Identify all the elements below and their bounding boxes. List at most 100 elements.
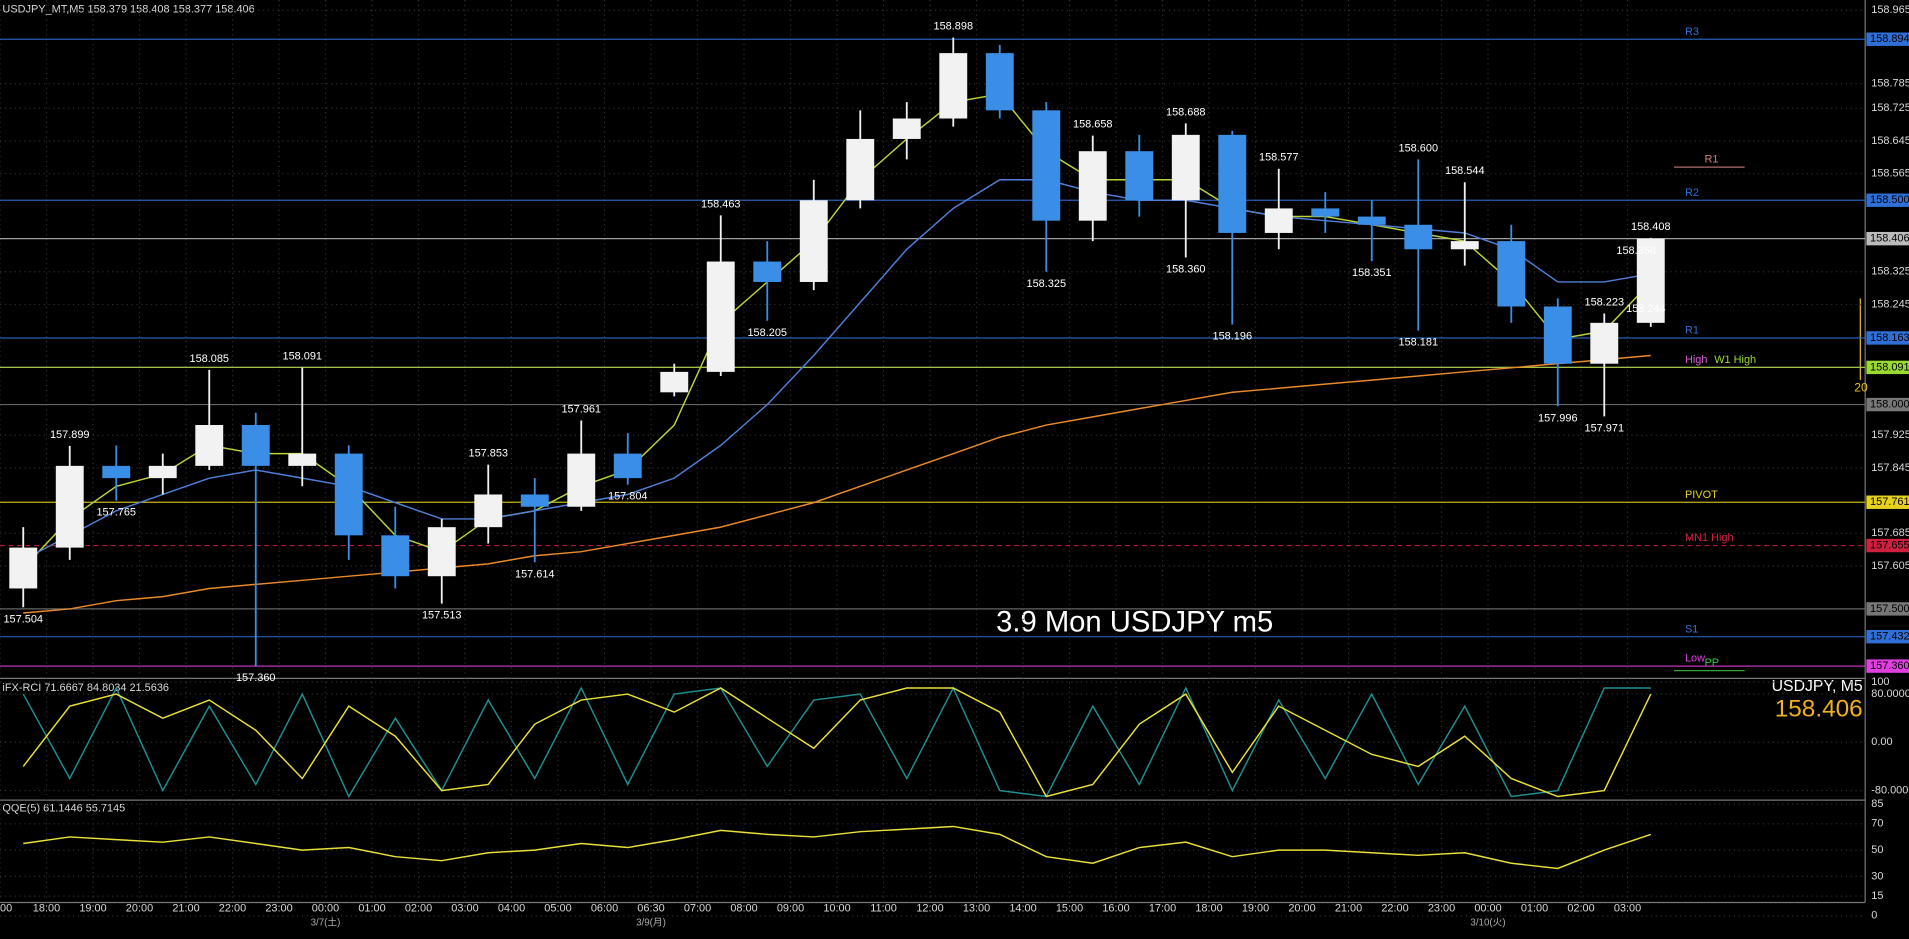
axis-price-box <box>1866 231 1909 246</box>
x-tick-label: 22:00 <box>1381 902 1408 914</box>
axis-price-label: 158.894 <box>1870 33 1909 45</box>
indicator-line <box>22 179 1651 561</box>
y-tick-label: 80.0000 <box>1871 688 1909 700</box>
x-tick-label: 03:00 <box>1614 902 1641 914</box>
candle-body <box>1590 322 1619 364</box>
candle-body <box>939 53 968 119</box>
x-tick-label: 15:00 <box>1056 902 1083 914</box>
candle-body <box>334 453 363 536</box>
axis-price-box <box>1866 360 1909 375</box>
axis-price-label: 157.500 <box>1870 603 1909 615</box>
axis-price-box <box>1866 602 1909 616</box>
axis-price-box <box>1866 659 1909 673</box>
candle-body <box>706 261 735 372</box>
level-name: R1 <box>1704 154 1718 166</box>
date-label: 3/10(火) <box>1470 918 1505 929</box>
low-label: 158.205 <box>747 327 787 339</box>
candle-body <box>1125 151 1154 201</box>
candle-body <box>1450 241 1479 250</box>
high-label: 157.961 <box>561 403 601 415</box>
axis-price-box <box>1866 331 1909 345</box>
x-tick-label: 00:00 <box>312 902 339 914</box>
x-tick-label: 22:00 <box>219 902 246 914</box>
candle-body <box>1543 306 1572 364</box>
high-label: 158.658 <box>1073 119 1113 131</box>
candle-body <box>985 53 1014 111</box>
pane-title: QQE(5) 61.1446 55.7145 <box>2 803 125 815</box>
candle-body <box>660 371 689 393</box>
x-tick-label: 18:00 <box>33 902 60 914</box>
y-tick-label: 158.645 <box>1871 135 1909 147</box>
low-label: 157.971 <box>1585 422 1625 434</box>
candle-body <box>567 453 596 507</box>
x-tick-label: 01:00 <box>358 902 385 914</box>
axis-price-box <box>1866 538 1909 553</box>
indicator-line <box>22 687 1652 798</box>
level-name: S1 <box>1685 623 1698 635</box>
axis-price-label: 158.500 <box>1870 194 1909 206</box>
axis-price-box <box>1866 495 1909 509</box>
indicator-line <box>23 825 1652 870</box>
y-tick-label: 157.925 <box>1871 429 1909 441</box>
swing-label: 158.244 <box>1626 303 1666 315</box>
x-tick-label: 00:00 <box>1474 902 1501 914</box>
y-tick-label: 30 <box>1871 870 1883 882</box>
candle-body <box>9 547 38 589</box>
x-tick-label: 02:00 <box>1567 902 1594 914</box>
symbol-label: USDJPY, M5 <box>1772 678 1863 695</box>
x-tick-label: 23:00 <box>1428 902 1455 914</box>
last-price: 158.406 <box>1775 695 1863 722</box>
high-label: 158.544 <box>1445 165 1485 177</box>
y-tick-label: 0.00 <box>1871 736 1892 748</box>
y-tick-label: 85 <box>1871 798 1883 810</box>
low-label: 158.325 <box>1026 278 1066 290</box>
level-name: High <box>1685 354 1707 366</box>
axis-price-box <box>1866 397 1909 412</box>
candle-body <box>427 527 456 577</box>
candle-body <box>799 200 828 282</box>
level-name: Low <box>1685 653 1705 665</box>
level-name: W1 High <box>1714 354 1756 366</box>
y-tick-label: 158.325 <box>1871 266 1909 278</box>
candle-body <box>102 465 131 479</box>
y-tick-label: 158.785 <box>1871 78 1909 90</box>
axis-price-label: 157.360 <box>1870 660 1909 672</box>
y-tick-label: -80.0000 <box>1871 784 1909 796</box>
high-label: 157.899 <box>50 429 90 441</box>
x-tick-label: 17:00 <box>1149 902 1176 914</box>
x-tick-label: 16:00 <box>1102 902 1129 914</box>
y-tick-label: 100 <box>1871 676 1889 688</box>
candle-body <box>520 494 549 507</box>
x-tick-label: 18:00 <box>1195 902 1222 914</box>
y-tick-label: 157.605 <box>1871 560 1909 572</box>
candle-body <box>1404 224 1433 250</box>
low-label: 157.360 <box>236 672 276 684</box>
x-tick-label: 19:00 <box>79 902 106 914</box>
chart-title: 3.9 Mon USDJPY m5 <box>996 606 1273 638</box>
axis-price-label: 158.163 <box>1870 332 1909 344</box>
high-label: 158.577 <box>1259 152 1299 164</box>
x-tick-label: 19:00 <box>1242 902 1269 914</box>
x-tick-label: 23:00 <box>265 902 292 914</box>
high-label: 158.223 <box>1585 296 1625 308</box>
x-tick-label: 03:00 <box>451 902 478 914</box>
axis-price-label: 158.000 <box>1870 398 1909 410</box>
x-tick-label: 09:00 <box>777 902 804 914</box>
x-tick-label: 21:00 <box>1335 902 1362 914</box>
level-name: PP <box>1704 657 1719 669</box>
axis-price-label: 157.655 <box>1870 539 1909 551</box>
low-label: 157.513 <box>422 610 462 622</box>
x-tick-label: 02:00 <box>405 902 432 914</box>
header: USDJPY_MT,M5 158.379 158.408 158.377 158… <box>2 4 254 16</box>
low-label: 157.804 <box>608 491 648 503</box>
low-label: 157.765 <box>96 507 136 519</box>
y-tick-label: 157.685 <box>1871 527 1909 539</box>
candle-body <box>148 465 177 479</box>
y-tick-label: 157.845 <box>1871 462 1909 474</box>
candle-body <box>753 261 782 282</box>
level-name: PIVOT <box>1685 489 1718 501</box>
low-label: 158.360 <box>1166 264 1206 276</box>
low-label: 157.996 <box>1538 412 1578 424</box>
